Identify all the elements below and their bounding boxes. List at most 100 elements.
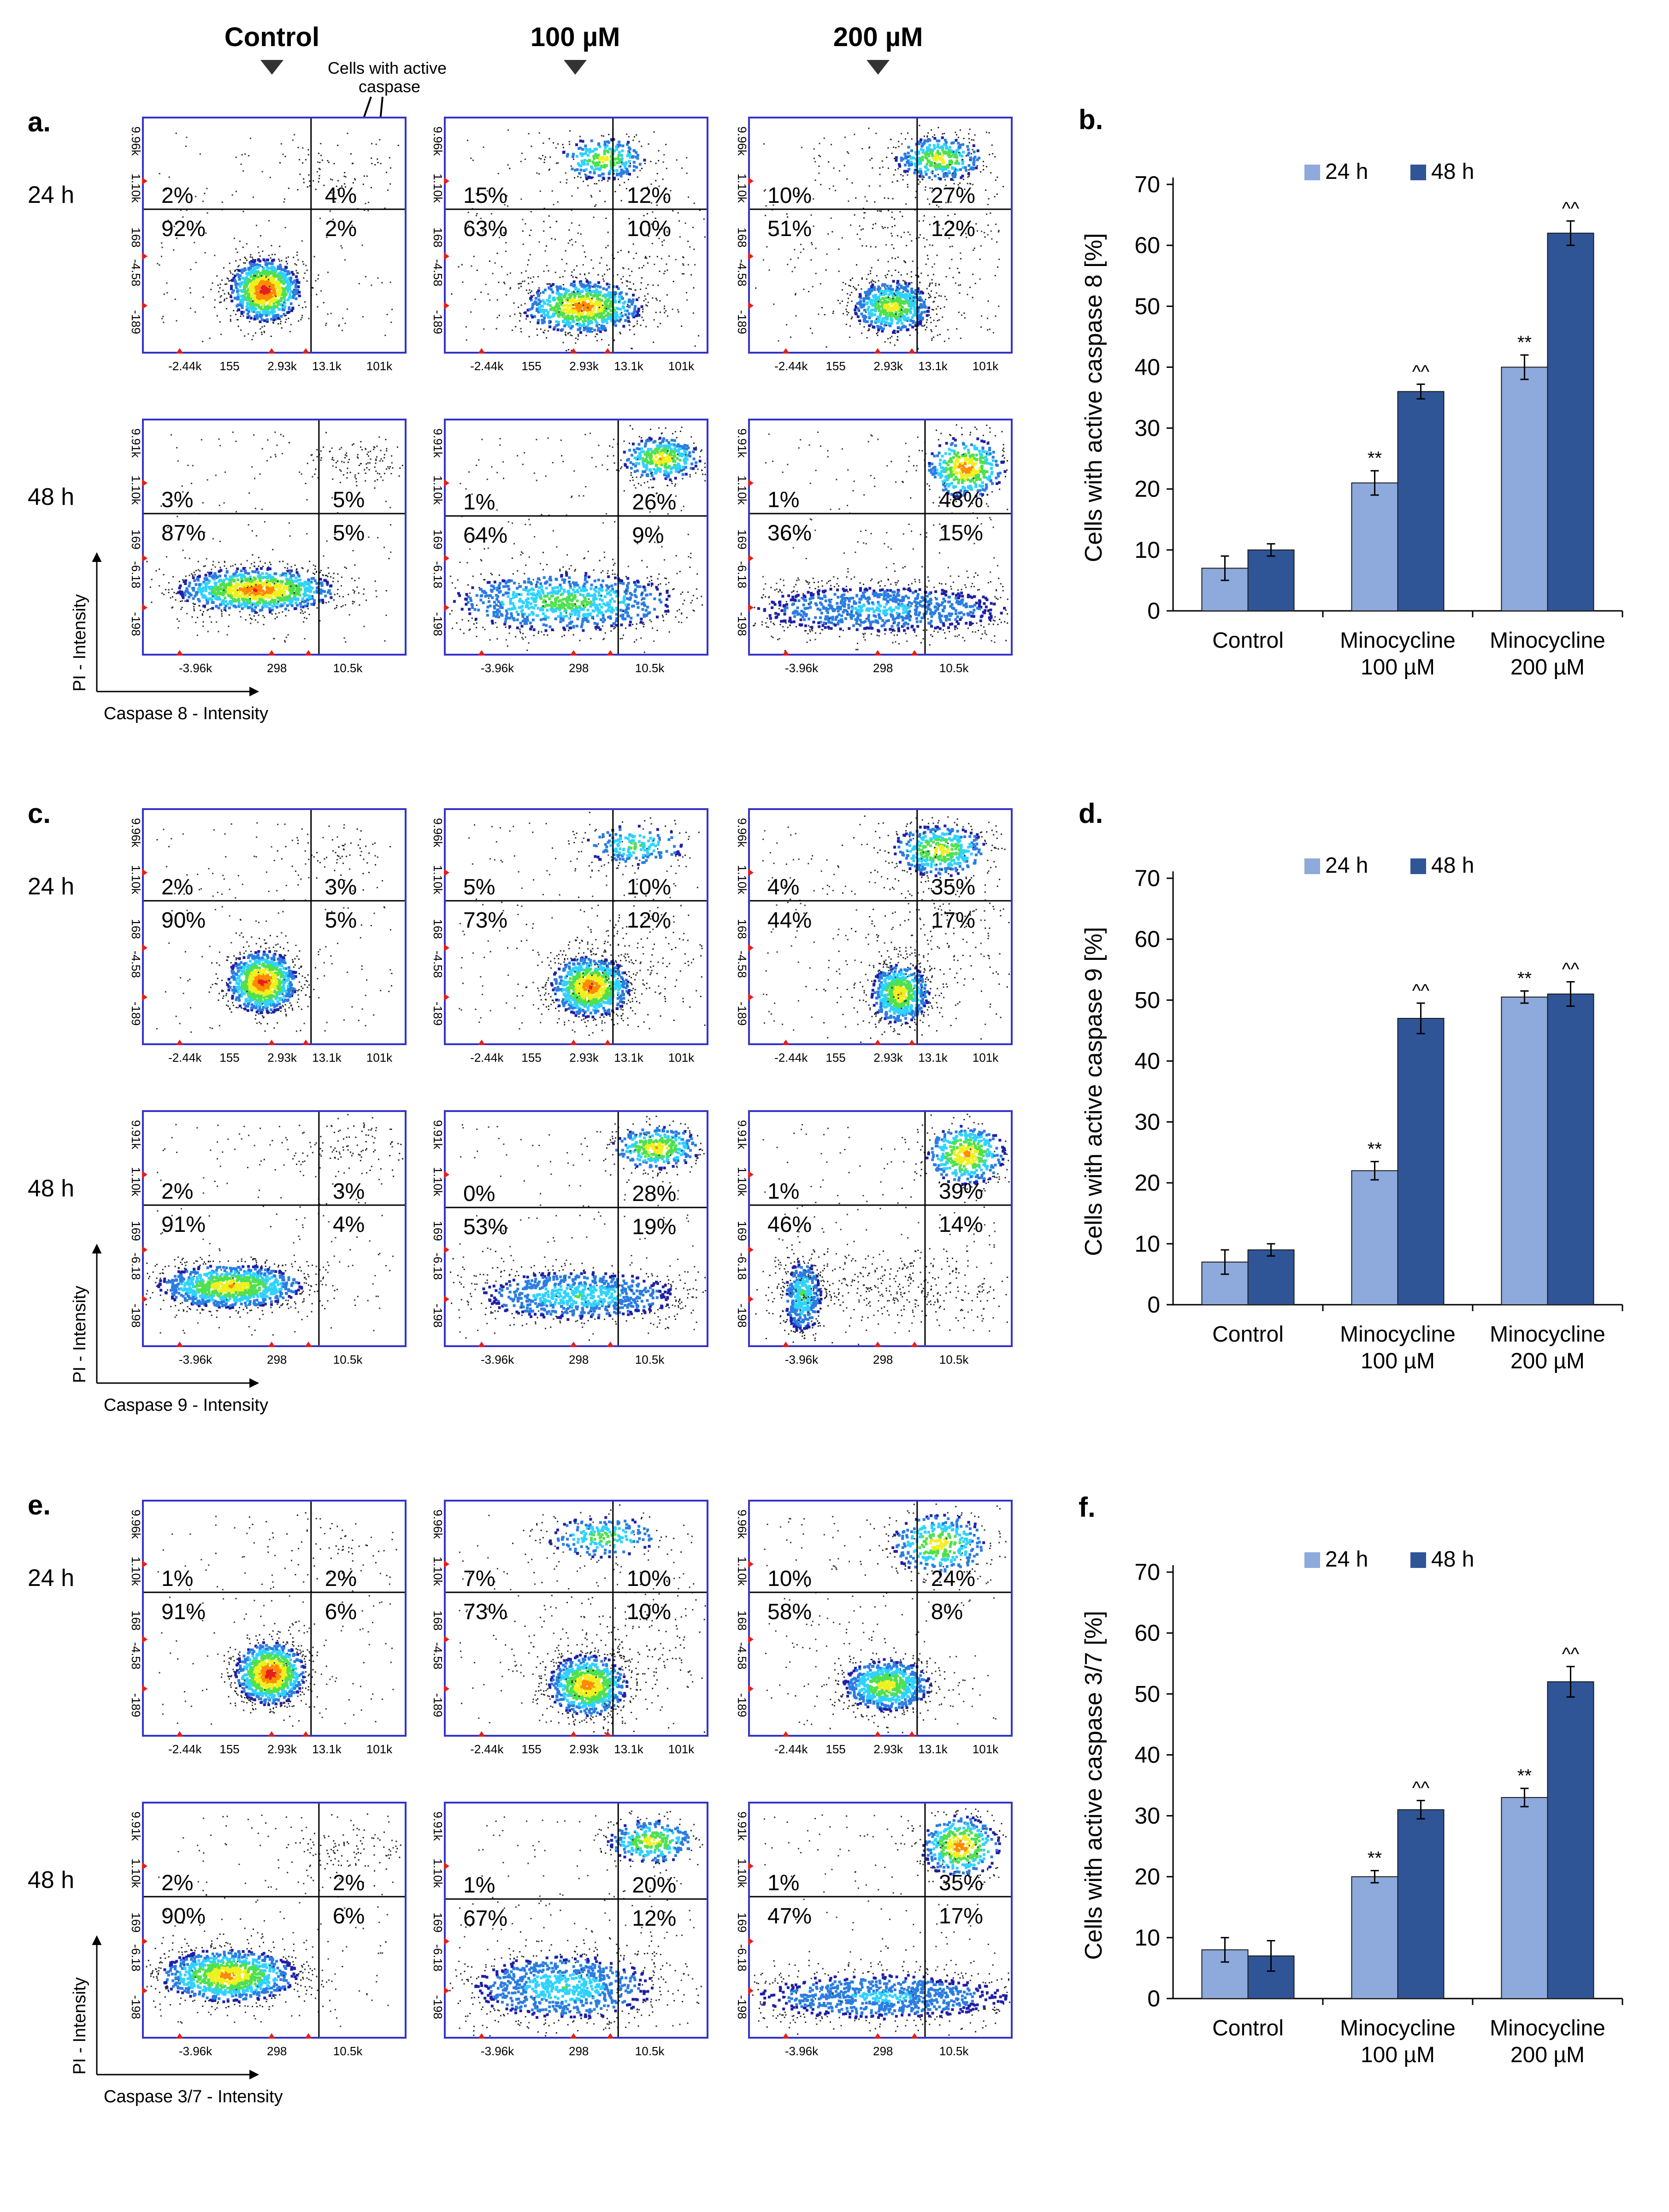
dotplot-a-24h-col1-ytick: 1.10k [129, 173, 143, 203]
bar-chart-f: f. 24 h 48 h 0 10 20 30 40 50 60 70 Cells with acti… [1079, 1492, 1623, 2067]
dotplot-e-24h-col3-population-2 [860, 1503, 1007, 1591]
bar-chart-d: d. 24 h 48 h 0 10 20 30 40 50 60 70 Cells with acti… [1079, 798, 1623, 1373]
dotplot-c-24h-col3: 4% 35% 44% 17% -2.44k 155 2.93k 13.1k 101k 9.96k 1… [735, 808, 1013, 1065]
dotplot-e-48h-col1-quadrant-lower-right: 6% [333, 1904, 365, 1928]
dotplot-e-24h-col2-population-2 [512, 1504, 689, 1563]
dotplot-e-24h-col2-dots [459, 1504, 706, 1734]
y-tick-label: 0 [1147, 1292, 1160, 1318]
dotplot-e-48h-col3-ytick: 1.10k [735, 1858, 749, 1888]
dotplot-e-24h-col2-marker-triangle [478, 1731, 485, 1737]
dotplot-c-48h-col1-ytick: 169 [129, 1221, 143, 1241]
dotplot-a-48h-col1-marker-triangle [268, 650, 276, 656]
dotplot-e-24h-col3-xtick: 101k [973, 1742, 999, 1756]
timepoint-label: 24 h [28, 1565, 74, 1591]
dotplot-a-48h-col2-marker-triangle [444, 479, 449, 487]
y-tick-label: 10 [1134, 537, 1160, 563]
dotplot-c-24h-col3-marker-triangle [748, 994, 754, 1001]
dotplot-c-24h-col1-marker-triangle [142, 994, 147, 1001]
axis-label-pi: PI - Intensity [70, 1977, 89, 2075]
dotplot-e-24h-col2-xtick: 101k [668, 1742, 695, 1756]
dotplot-a-48h-col1: 3% 5% 87% 5% -3.96k 298 10.5k 9.91k 1.10k 169 -6.1… [129, 419, 407, 675]
dotplot-a-48h-col3-marker-triangle [748, 554, 754, 562]
dotplot-c-48h-col2-marker-triangle [444, 1246, 449, 1254]
bar-48h-cat2 [1397, 1809, 1445, 1999]
dotplot-e-48h-col1-xtick: -3.96k [179, 2044, 212, 2058]
dotplot-c-24h-col2-marker-triangle [570, 1040, 578, 1045]
dotplot-a-48h-col1-ytick: 169 [129, 529, 143, 549]
dotplot-e-48h-col1-quadrant-lower-left: 90% [161, 1904, 206, 1928]
dotplot-e-24h-col1-marker-triangle [142, 1685, 147, 1692]
y-axis-title: Cells with active caspase 3/7 [%] [1080, 1611, 1107, 1960]
dotplot-a-24h-col2-marker-triangle [444, 302, 449, 309]
dotplot-c-48h-col3-sparse-events [762, 1124, 1000, 1334]
dotplot-e-48h-col3-xtick: 298 [873, 2044, 893, 2058]
dotplot-c-24h-col2: 5% 10% 73% 12% -2.44k 155 2.93k 13.1k 101k 9.96k 1… [431, 808, 708, 1065]
dotplot-c-48h-col1-population-2 [263, 1114, 403, 1203]
dotplot-a-48h-col2: 1% 26% 64% 9% -3.96k 298 10.5k 9.91k 1.10k 169 -6.… [431, 419, 708, 675]
dotplot-e-48h-col1-xtick: 10.5k [333, 2044, 363, 2058]
dotplot-c-48h-col3-marker-triangle [874, 1342, 882, 1347]
dotplot-e-24h-col1-marker-triangle [176, 1731, 183, 1737]
dotplot-a-24h-col1-xtick: -2.44k [168, 359, 202, 373]
dotplot-e-24h-col1-ytick: 9.96k [129, 1509, 143, 1539]
dotplot-e-48h-col1-marker-triangle [142, 1862, 147, 1870]
dotplot-c-48h-col3-ytick: 1.10k [735, 1167, 749, 1197]
dotplot-c-48h-col2-marker-triangle [444, 1171, 449, 1178]
dotplot-e-48h-col2-ytick: 9.91k [431, 1811, 445, 1841]
dotplot-e-48h-col2-marker-triangle [478, 2033, 485, 2039]
dotplot-c-48h-col2-dots [450, 1115, 707, 1341]
dotplot-a-48h-col2-population-1 [449, 548, 703, 653]
dotplot-c-48h-col1-xtick: -3.96k [179, 1353, 212, 1366]
dotplot-c-48h-col3-population-3 [755, 1238, 1008, 1345]
dotplot-c-48h-col1-quadrant-lower-left: 91% [161, 1212, 206, 1237]
flow-section-e: e. 24 h 1% 2% 91% 6% -2.44k 155 2.93k 13.1k 101k 9.… [28, 1490, 1013, 2106]
significance-mark: ^^ [1412, 361, 1430, 382]
bar-24h-cat2 [1351, 482, 1398, 611]
dotplot-c-48h-col1-bg [143, 1111, 406, 1346]
dotplot-e-24h-col1-population-2 [215, 1512, 397, 1580]
dotplot-c-48h-col3-ytick: -6.18 [735, 1253, 749, 1280]
dotplot-a-24h-col2-sparse-events [462, 129, 696, 341]
dotplot-a-24h-col1-marker-triangle [268, 348, 276, 354]
dotplot-a-48h-col3-dots [753, 424, 1008, 651]
dotplot-e-48h-col2-marker-triangle [444, 1987, 449, 1994]
dotplot-e-24h-col3-quadrant-upper-right: 24% [931, 1567, 975, 1591]
dotplot-a-48h-col3-quadrant-upper-right: 48% [939, 488, 983, 512]
dotplot-c-48h-col2: 0% 28% 53% 19% -3.96k 298 10.5k 9.91k 1.10k 169 -6… [431, 1110, 708, 1366]
dotplot-a-24h-col2-marker-triangle [478, 348, 485, 354]
dotplot-c-24h-col1: 2% 3% 90% 5% -2.44k 155 2.93k 13.1k 101k 9.96k 1.1… [129, 808, 407, 1065]
dotplot-c-48h-col1-xtick: 10.5k [333, 1353, 363, 1366]
dotplot-c-48h-col3-marker-triangle [748, 1246, 754, 1254]
annotation-active-caspase: Cells with active caspase [328, 59, 451, 96]
dotplot-a-48h-col1-ytick: 1.10k [129, 475, 143, 505]
dotplot-e-48h-col3-dots [752, 1808, 1010, 2036]
dotplot-a-48h-col1-quadrant-upper-right: 5% [333, 488, 365, 512]
dotplot-c-48h-col1: 2% 3% 91% 4% -3.96k 298 10.5k 9.91k 1.10k 169 -6.1… [129, 1110, 407, 1366]
column-marker-control [260, 60, 283, 75]
dotplot-e-48h-col1-marker-triangle [142, 1937, 147, 1945]
dotplot-a-48h-col1-dots [146, 432, 403, 643]
dotplot-a-48h-col2-quadrant-lower-right: 9% [632, 523, 664, 548]
dotplot-c-48h-col2-quadrant-upper-left: 0% [463, 1182, 495, 1206]
y-tick-label: 70 [1134, 172, 1160, 197]
dotplot-e-24h-col3-marker-triangle [748, 1560, 754, 1568]
y-tick-label: 30 [1134, 1109, 1160, 1135]
dotplot-a-48h-col2-quadrant-upper-left: 1% [463, 490, 495, 515]
dotplot-e-24h-col1-xtick: 101k [366, 1742, 393, 1756]
dotplot-c-24h-col2-ytick: 168 [431, 919, 445, 939]
dotplot-e-24h-col3-marker-triangle [748, 1635, 754, 1643]
bar-48h-cat3 [1547, 1681, 1594, 1999]
bar-48h-cat2 [1397, 391, 1445, 611]
dotplot-c-48h-col3-xtick: 298 [873, 1353, 893, 1366]
dotplot-c-48h-col2-population-1 [450, 1251, 707, 1341]
dotplot-a-24h-col2-xtick: -2.44k [470, 359, 504, 373]
dotplot-a-24h-col1-xtick: 2.93k [267, 359, 297, 373]
y-tick-label: 20 [1134, 1864, 1160, 1890]
dotplot-a-24h-col2-quadrant-upper-left: 15% [463, 183, 507, 208]
dotplot-e-48h-col2-xtick: 10.5k [635, 2044, 665, 2058]
dotplot-c-24h-col3-marker-triangle [748, 869, 754, 876]
dotplot-e-24h-col1-marker-triangle [302, 1731, 310, 1737]
dotplot-e-48h-col3-quadrant-upper-right: 35% [939, 1871, 983, 1895]
dotplot-c-24h-col2-xtick: 155 [521, 1051, 541, 1065]
dotplot-a-24h-col1: 2% 4% 92% 2% -2.44k 155 2.93k 13.1k 101k 9.96k 1.1… [129, 117, 407, 373]
